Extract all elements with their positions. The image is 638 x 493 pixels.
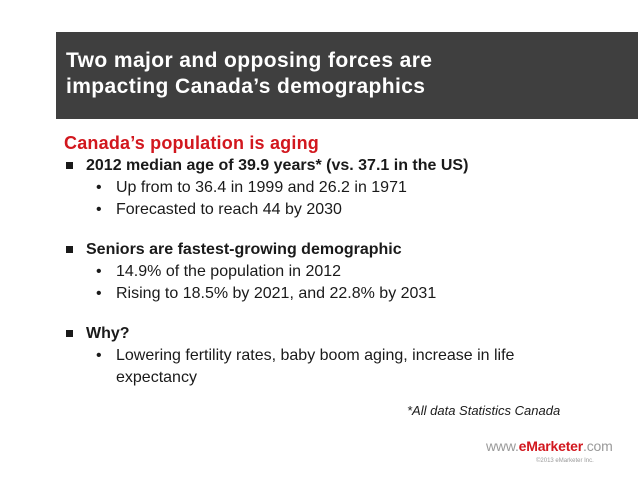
bullet-text: Why? <box>86 325 130 342</box>
dot-bullet-icon: • <box>96 263 102 280</box>
sub-bullet: • 14.9% of the population in 2012 <box>64 261 624 283</box>
sub-bullet-text: Lowering fertility rates, baby boom agin… <box>116 347 515 386</box>
sub-bullet: • Lowering fertility rates, baby boom ag… <box>64 345 586 389</box>
title-line-1: Two major and opposing forces are <box>66 49 433 72</box>
dot-bullet-icon: • <box>96 347 102 364</box>
bullet-median-age: 2012 median age of 39.9 years* (vs. 37.1… <box>64 155 624 177</box>
dot-bullet-icon: • <box>96 201 102 218</box>
slide-title: Two major and opposing forces are impact… <box>66 48 432 100</box>
copyright: ©2013 eMarketer Inc. <box>536 458 594 464</box>
sub-bullet: • Rising to 18.5% by 2021, and 22.8% by … <box>64 283 624 305</box>
sub-bullet-text: Rising to 18.5% by 2021, and 22.8% by 20… <box>116 285 437 302</box>
sub-bullet-text: 14.9% of the population in 2012 <box>116 263 342 280</box>
bullet-text: Seniors are fastest-growing demographic <box>86 241 402 258</box>
sub-bullet: • Up from to 36.4 in 1999 and 26.2 in 19… <box>64 177 624 199</box>
bullet-why: Why? <box>64 323 624 345</box>
title-band: Two major and opposing forces are impact… <box>56 32 638 119</box>
logo-brand: eMarketer <box>518 438 584 454</box>
logo-suffix: .com <box>583 438 613 454</box>
section-heading: Canada’s population is aging <box>64 133 319 153</box>
square-bullet-icon <box>66 246 73 253</box>
sub-bullet: • Forecasted to reach 44 by 2030 <box>64 199 624 221</box>
sub-bullet-text: Up from to 36.4 in 1999 and 26.2 in 1971 <box>116 179 407 196</box>
sub-bullet-text: Forecasted to reach 44 by 2030 <box>116 201 342 218</box>
bullet-text: 2012 median age of 39.9 years* (vs. 37.1… <box>86 157 469 174</box>
logo-prefix: www. <box>486 438 519 454</box>
square-bullet-icon <box>66 162 73 169</box>
emarketer-logo: www.eMarketer.com <box>486 438 613 454</box>
footnote: *All data Statistics Canada <box>407 403 561 418</box>
title-line-2: impacting Canada’s demographics <box>66 75 426 98</box>
dot-bullet-icon: • <box>96 285 102 302</box>
square-bullet-icon <box>66 330 73 337</box>
slide-content: Canada’s population is aging 2012 median… <box>64 131 624 389</box>
dot-bullet-icon: • <box>96 179 102 196</box>
bullet-seniors: Seniors are fastest-growing demographic <box>64 239 624 261</box>
